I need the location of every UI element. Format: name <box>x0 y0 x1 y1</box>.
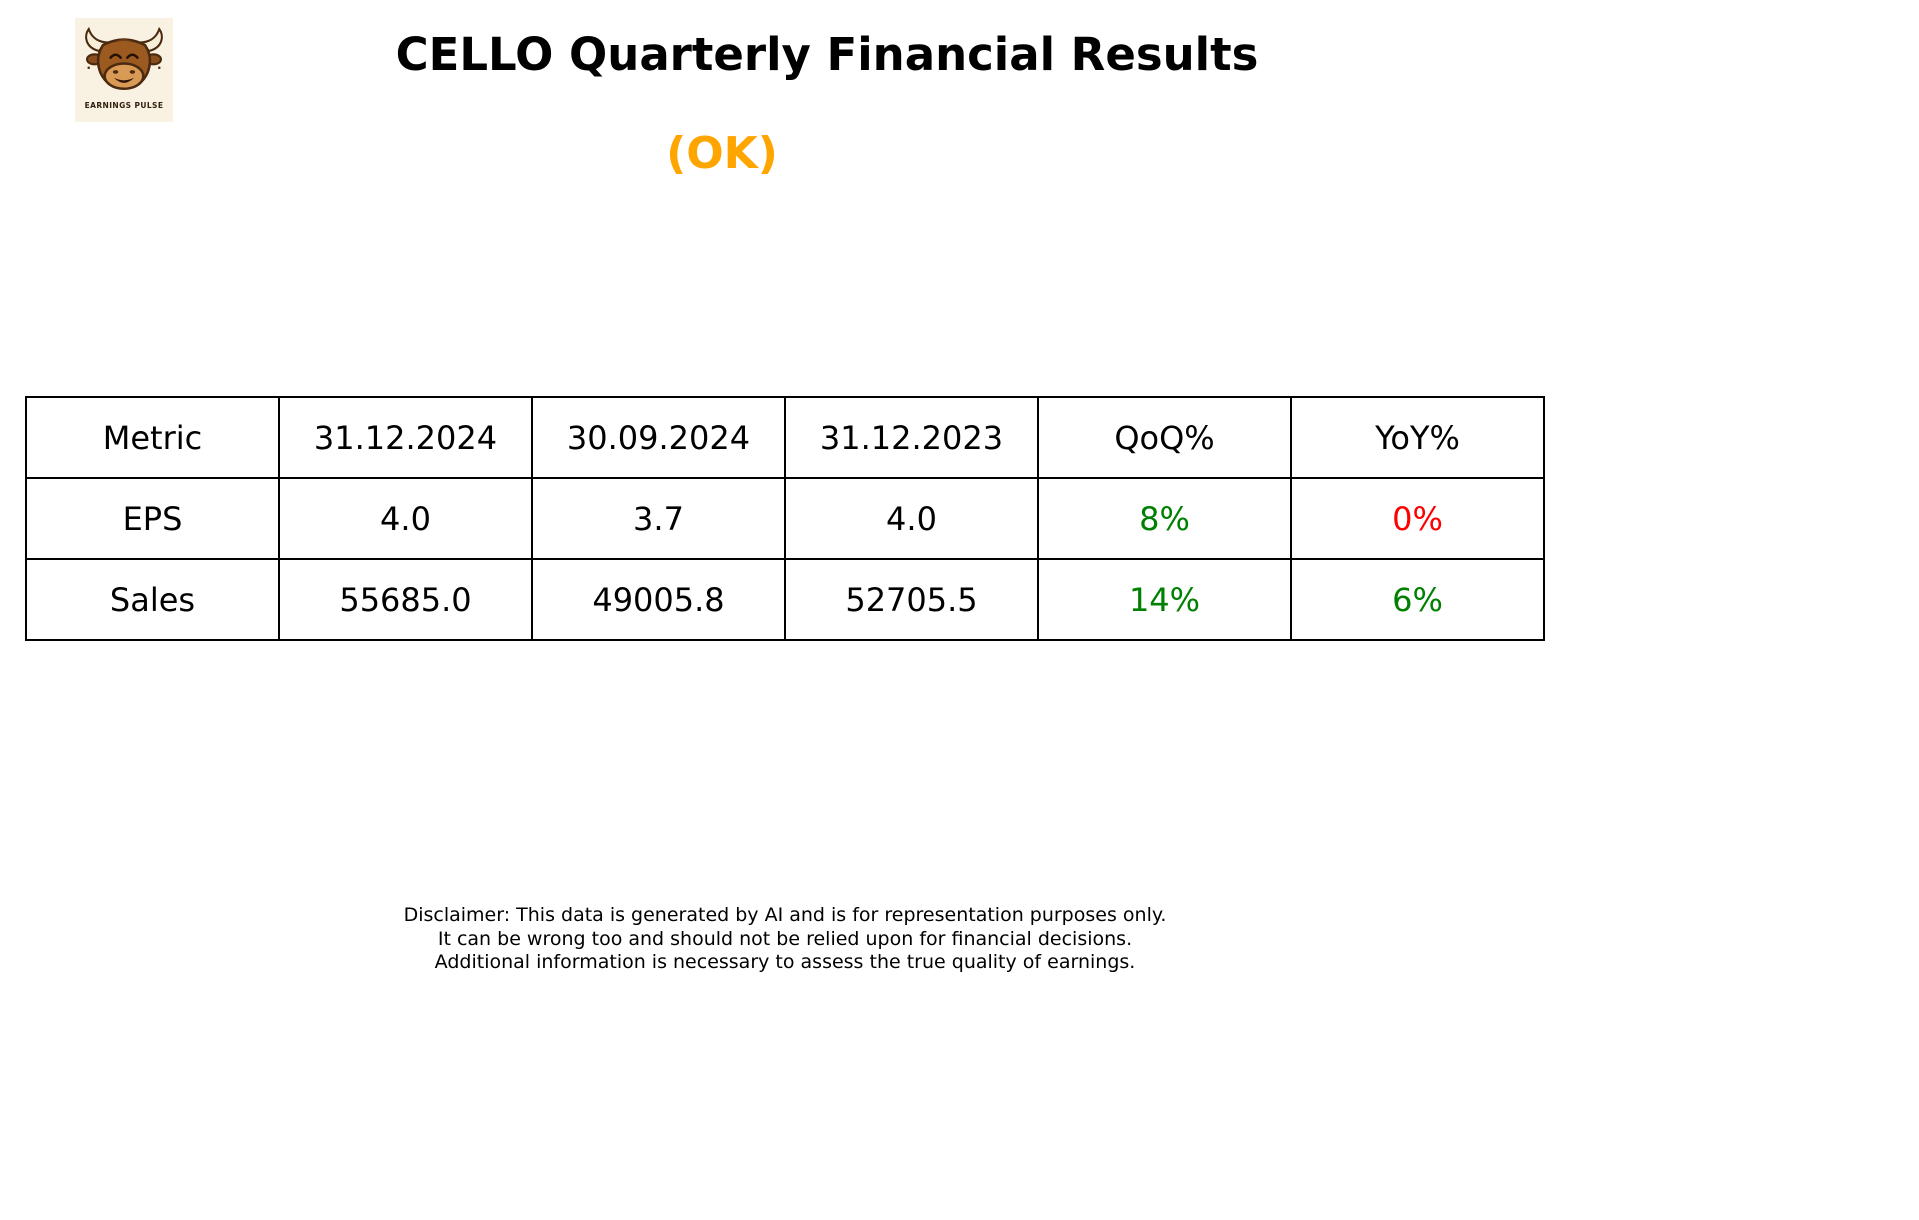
disclaimer: Disclaimer: This data is generated by AI… <box>404 904 1167 975</box>
verdict-label: (OK) <box>666 128 778 179</box>
eps-value-current-quarter: 4.0 <box>278 477 533 560</box>
table-row-sales: Sales 55685.0 49005.8 52705.5 14% 6% <box>25 558 1545 641</box>
table-header-row: Metric 31.12.2024 30.09.2024 31.12.2023 … <box>25 396 1545 479</box>
sales-value-current-quarter: 55685.0 <box>278 558 533 641</box>
eps-yoy-change: 0% <box>1290 477 1545 560</box>
header-cell-prev-quarter: 30.09.2024 <box>531 396 786 479</box>
financial-results-table: Metric 31.12.2024 30.09.2024 31.12.2023 … <box>25 396 1545 641</box>
header-cell-metric: Metric <box>25 396 280 479</box>
sales-yoy-change: 6% <box>1290 558 1545 641</box>
bull-icon <box>85 26 163 90</box>
table-row-eps: EPS 4.0 3.7 4.0 8% 0% <box>25 477 1545 560</box>
sales-qoq-change: 14% <box>1037 558 1292 641</box>
disclaimer-line-1: Disclaimer: This data is generated by AI… <box>403 904 1167 926</box>
eps-value-prev-year: 4.0 <box>784 477 1039 560</box>
header-cell-prev-year: 31.12.2023 <box>784 396 1039 479</box>
header-cell-yoy: YoY% <box>1290 396 1545 479</box>
disclaimer-line-3: Additional information is necessary to a… <box>434 951 1136 973</box>
eps-value-prev-quarter: 3.7 <box>531 477 786 560</box>
disclaimer-line-2: It can be wrong too and should not be re… <box>437 927 1133 950</box>
eps-metric-label: EPS <box>25 477 280 560</box>
logo-text: EARNINGS PULSE <box>84 101 164 110</box>
earnings-pulse-logo: EARNINGS PULSE <box>75 18 173 122</box>
page-title: CELLO Quarterly Financial Results <box>395 28 1259 81</box>
header-cell-current-quarter: 31.12.2024 <box>278 396 533 479</box>
header-cell-qoq: QoQ% <box>1037 396 1292 479</box>
sales-metric-label: Sales <box>25 558 280 641</box>
eps-qoq-change: 8% <box>1037 477 1292 560</box>
sales-value-prev-year: 52705.5 <box>784 558 1039 641</box>
sales-value-prev-quarter: 49005.8 <box>531 558 786 641</box>
